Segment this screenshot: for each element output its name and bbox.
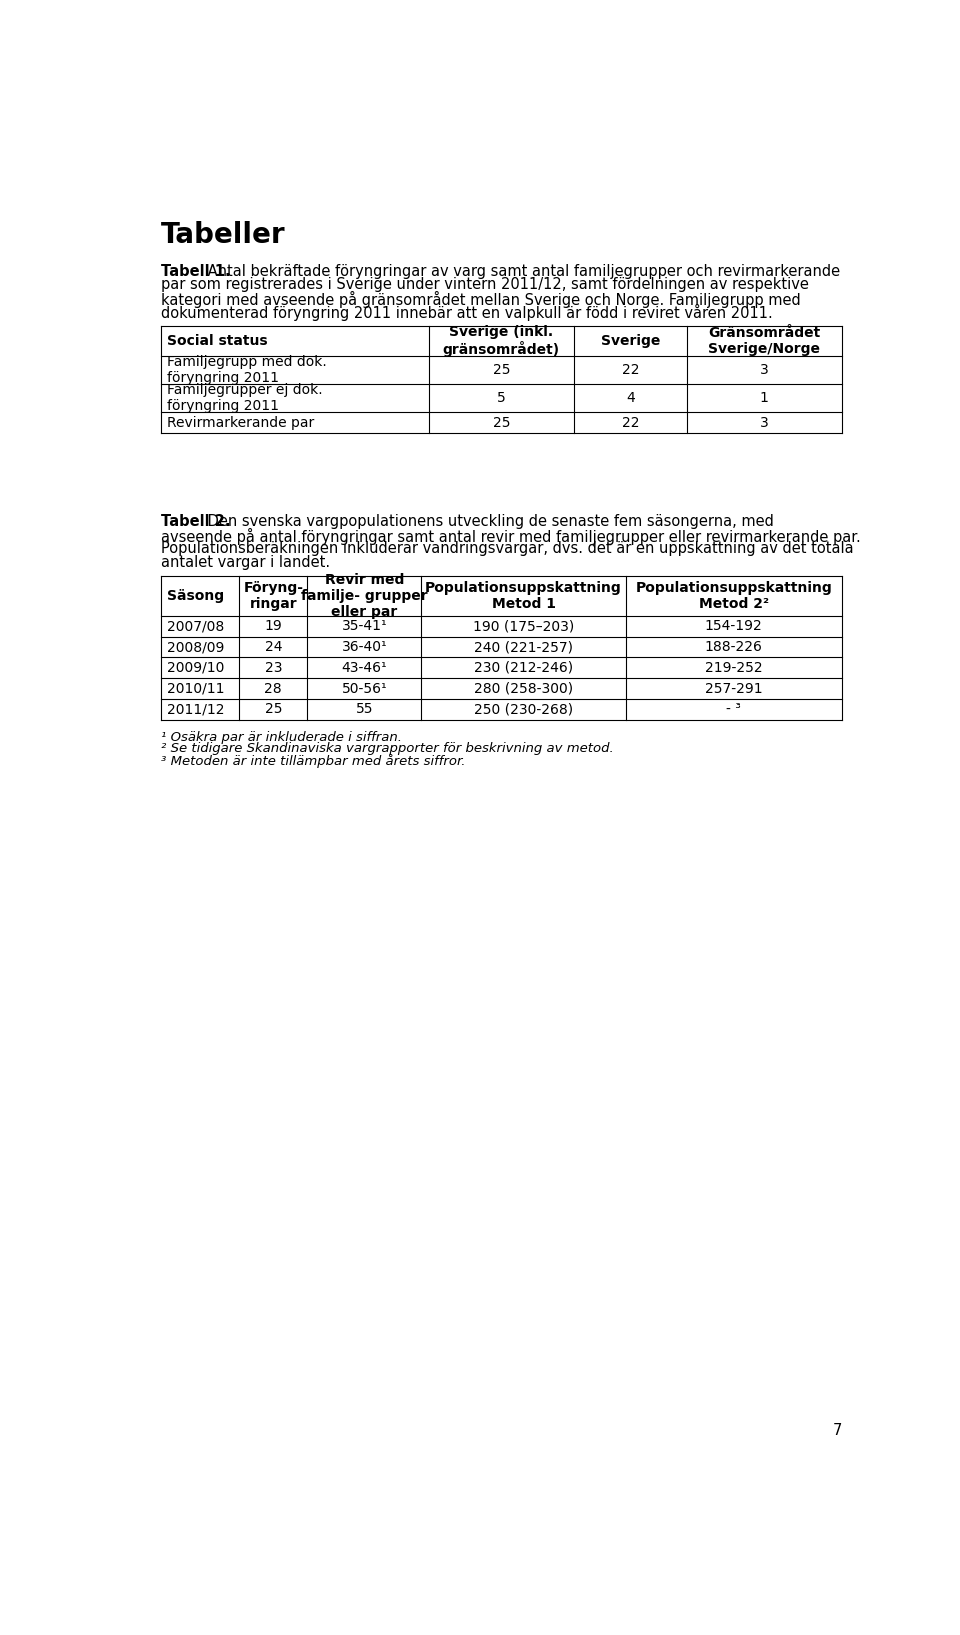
Text: 2011/12: 2011/12 [167, 703, 225, 716]
Text: 25: 25 [265, 703, 282, 716]
Text: 4: 4 [626, 391, 635, 405]
Text: 2007/08: 2007/08 [167, 620, 225, 633]
Text: 36-40¹: 36-40¹ [342, 639, 387, 654]
Text: Familjegrupp med dok.
föryngring 2011: Familjegrupp med dok. föryngring 2011 [167, 355, 326, 386]
Text: Sverige: Sverige [601, 334, 660, 348]
Text: Revir med
familje- grupper
eller par: Revir med familje- grupper eller par [301, 572, 428, 620]
Text: 188-226: 188-226 [705, 639, 763, 654]
Text: 19: 19 [264, 620, 282, 633]
Text: Gränsområdet
Sverige/Norge: Gränsområdet Sverige/Norge [708, 325, 821, 356]
Text: Revirmarkerande par: Revirmarkerande par [167, 415, 314, 430]
Text: 219-252: 219-252 [705, 661, 762, 675]
Text: dokumenterad föryngring 2011 innebär att en valpkull är född i reviret våren 201: dokumenterad föryngring 2011 innebär att… [161, 304, 773, 322]
Text: 43-46¹: 43-46¹ [342, 661, 387, 675]
Text: 280 (258-300): 280 (258-300) [474, 682, 573, 695]
Text: 22: 22 [622, 415, 639, 430]
Text: 50-56¹: 50-56¹ [342, 682, 387, 695]
Text: par som registrerades i Sverige under vintern 2011/12, samt fördelningen av resp: par som registrerades i Sverige under vi… [161, 278, 808, 293]
Text: 3: 3 [760, 415, 769, 430]
Text: Den svenska vargpopulationens utveckling de senaste fem säsongerna, med: Den svenska vargpopulationens utveckling… [203, 515, 774, 530]
Text: ² Se tidigare Skandinaviska vargrapporter för beskrivning av metod.: ² Se tidigare Skandinaviska vargrapporte… [161, 742, 613, 755]
Text: 257-291: 257-291 [705, 682, 762, 695]
Text: Populationsberäkningen inkluderar vandringsvargar, dvs. det är en uppskattning a: Populationsberäkningen inkluderar vandri… [161, 541, 853, 556]
Text: Social status: Social status [167, 334, 268, 348]
Text: avseende på antal föryngringar samt antal revir med familjegrupper eller revirma: avseende på antal föryngringar samt anta… [161, 528, 861, 544]
Text: antalet vargar i landet.: antalet vargar i landet. [161, 554, 330, 569]
Text: 190 (175–203): 190 (175–203) [473, 620, 574, 633]
Text: ¹ Osäkra par är inkluderade i siffran.: ¹ Osäkra par är inkluderade i siffran. [161, 731, 402, 744]
Text: Sverige (inkl.
gränsområdet): Sverige (inkl. gränsområdet) [443, 325, 560, 358]
Text: kategori med avseende på gränsområdet mellan Sverige och Norge. Familjegrupp med: kategori med avseende på gränsområdet me… [161, 291, 801, 307]
Text: 2010/11: 2010/11 [167, 682, 225, 695]
Text: Populationsuppskattning
Metod 2²: Populationsuppskattning Metod 2² [636, 580, 832, 611]
Text: Familjegrupper ej dok.
föryngring 2011: Familjegrupper ej dok. föryngring 2011 [167, 383, 323, 414]
Text: 35-41¹: 35-41¹ [342, 620, 387, 633]
Text: Tabell 2.: Tabell 2. [161, 515, 230, 530]
Text: 22: 22 [622, 363, 639, 378]
Text: Antal bekräftade föryngringar av varg samt antal familjegrupper och revirmarkera: Antal bekräftade föryngringar av varg sa… [203, 263, 840, 280]
Text: 240 (221-257): 240 (221-257) [474, 639, 573, 654]
Text: 2009/10: 2009/10 [167, 661, 225, 675]
Text: 24: 24 [265, 639, 282, 654]
Text: Tabell 1.: Tabell 1. [161, 263, 230, 280]
Text: ³ Metoden är inte tillämpbar med årets siffror.: ³ Metoden är inte tillämpbar med årets s… [161, 754, 466, 768]
Text: 154-192: 154-192 [705, 620, 762, 633]
Text: 5: 5 [497, 391, 506, 405]
Text: 1: 1 [760, 391, 769, 405]
Text: Säsong: Säsong [167, 589, 225, 603]
Text: Tabeller: Tabeller [161, 221, 285, 249]
Text: 23: 23 [265, 661, 282, 675]
Text: 3: 3 [760, 363, 769, 378]
Text: 55: 55 [355, 703, 373, 716]
Text: 250 (230-268): 250 (230-268) [474, 703, 573, 716]
Text: Populationsuppskattning
Metod 1: Populationsuppskattning Metod 1 [425, 580, 622, 611]
Text: 230 (212-246): 230 (212-246) [474, 661, 573, 675]
Text: 7: 7 [832, 1422, 842, 1439]
Text: 2008/09: 2008/09 [167, 639, 225, 654]
Text: 25: 25 [492, 363, 510, 378]
Text: 28: 28 [264, 682, 282, 695]
Text: 25: 25 [492, 415, 510, 430]
Text: - ³: - ³ [727, 703, 741, 716]
Text: Föryng-
ringar: Föryng- ringar [243, 580, 303, 611]
